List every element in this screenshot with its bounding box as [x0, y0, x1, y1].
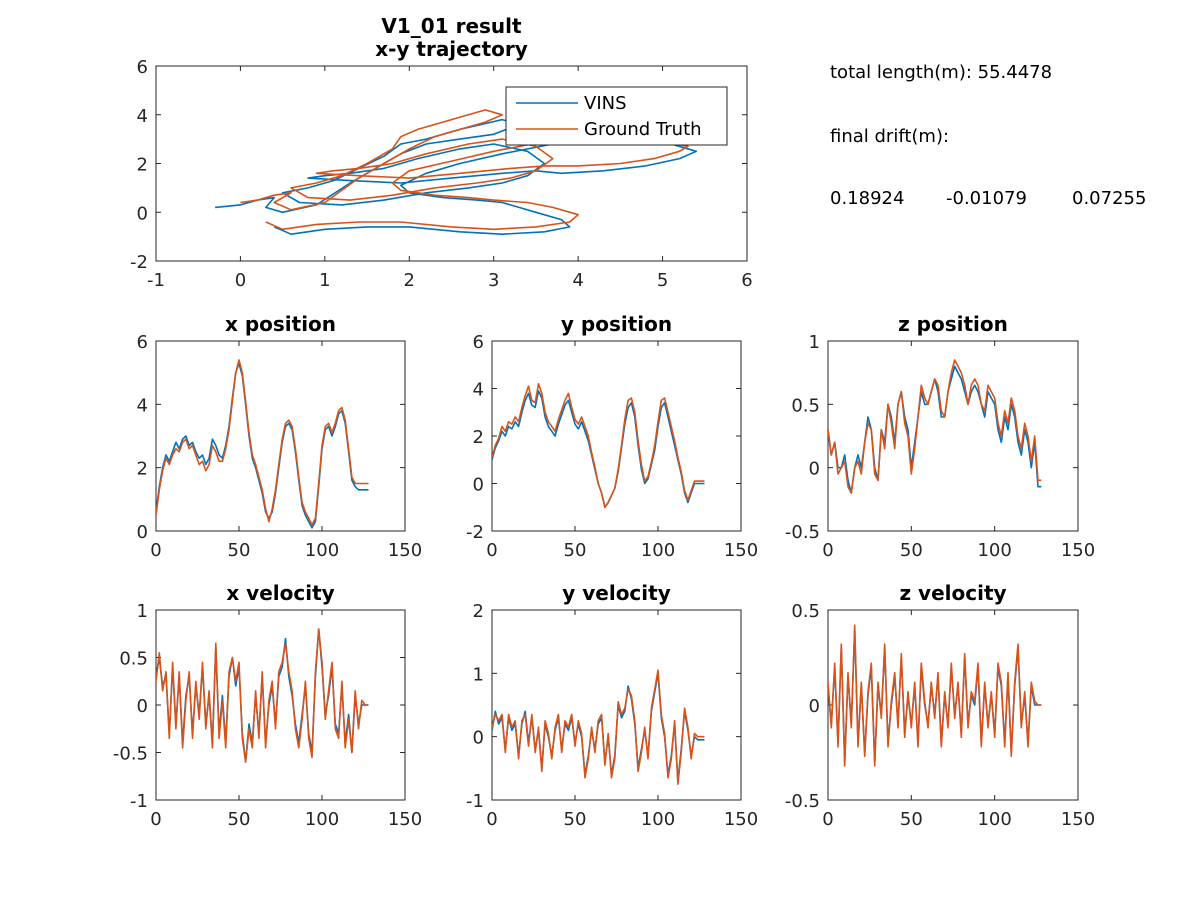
yvel-xtick-label: 100	[641, 809, 675, 830]
zpos-series-ground-truth	[828, 359, 1042, 494]
zpos-xtick-label: 150	[1061, 540, 1095, 561]
traj-xtick-label: 1	[319, 270, 330, 291]
traj-xtick-label: 2	[404, 270, 415, 291]
traj-xtick-label: 0	[235, 270, 246, 291]
drift-y-value: -0.01079	[946, 188, 1027, 209]
xpos-xtick-label: 100	[305, 540, 339, 561]
zpos-axes: 0 50 100 150-0.500.51z position	[785, 312, 1095, 561]
traj-ytick-label: 2	[137, 155, 148, 176]
xpos-title-line-1: x position	[225, 312, 336, 336]
ypos-xtick-label: 50	[564, 540, 587, 561]
yvel-series-ground-truth	[492, 669, 705, 786]
xvel-xtick-label: 150	[388, 809, 422, 830]
drift-z-value: 0.07255	[1072, 188, 1147, 209]
zpos-xtick-label: 0	[822, 540, 833, 561]
zvel-axes: 0 50 100 150-0.500.5z velocity	[785, 581, 1095, 830]
yvel-xtick-label: 150	[724, 809, 758, 830]
traj-xtick-label: 6	[741, 270, 752, 291]
zpos-ytick-label: 0	[809, 459, 820, 480]
xvel-axes: 0 50 100 150 -1 -0.5 0 0.5 1 x velocity	[113, 581, 422, 830]
traj-ytick-label: 0	[137, 203, 148, 224]
xpos-series-ground-truth	[156, 359, 369, 526]
traj-xtick-label: 5	[657, 270, 668, 291]
ypos-ytick-label: 0	[473, 475, 484, 496]
traj-ytick-label: 6	[137, 57, 148, 78]
xpos-ytick-label: 2	[137, 459, 148, 480]
ypos-plot-box	[491, 340, 742, 532]
zvel-series-ground-truth	[828, 624, 1042, 767]
traj-xtick-label: 4	[572, 270, 583, 291]
traj-legend: VINS Ground Truth	[505, 86, 728, 146]
xvel-ytick-label: 0.5	[119, 649, 148, 670]
xvel-ytick-label: -1	[130, 791, 148, 812]
xvel-ytick-label: -0.5	[113, 744, 148, 765]
legend-label-vins: VINS	[584, 93, 627, 114]
ypos-xtick-label: 150	[724, 540, 758, 561]
xvel-xtick-label: 50	[228, 809, 251, 830]
xvel-title-line-1: x velocity	[226, 581, 334, 605]
zvel-xtick-label: 150	[1061, 809, 1095, 830]
traj-title-line-2: x-y trajectory	[375, 37, 528, 61]
yvel-title-line-1: y velocity	[562, 581, 671, 605]
yvel-ytick-label: 0	[473, 728, 484, 749]
xpos-plot-box	[155, 340, 406, 532]
traj-xtick-label: 3	[488, 270, 499, 291]
zvel-ytick-label: 0	[809, 696, 820, 717]
traj-xtick-label: -1	[147, 270, 165, 291]
final-drift-label: final drift(m):	[830, 126, 950, 147]
yvel-xtick-label: 50	[564, 809, 587, 830]
zpos-xtick-label: 50	[900, 540, 923, 561]
xpos-axes: 0 50 100 150 0 2 4 6 x position	[137, 312, 423, 561]
traj-title-line-1: V1_01 result	[381, 14, 522, 38]
zpos-ytick-label: -0.5	[785, 522, 820, 543]
zvel-xtick-label: 50	[900, 809, 923, 830]
zpos-ytick-label: 1	[809, 332, 820, 353]
ypos-ytick-label: 4	[473, 380, 484, 401]
traj-ytick-label: 4	[137, 106, 148, 127]
ypos-title-line-1: y position	[561, 312, 672, 336]
ypos-xtick-label: 100	[641, 540, 675, 561]
zvel-ytick-label: -0.5	[785, 791, 820, 812]
yvel-plot-box	[491, 609, 742, 801]
ypos-ytick-label: 2	[473, 427, 484, 448]
xvel-ytick-label: 0	[137, 696, 148, 717]
zvel-ytick-label: 0.5	[791, 601, 820, 622]
xpos-xtick-label: 150	[388, 540, 422, 561]
xpos-xtick-label: 50	[228, 540, 251, 561]
xpos-ytick-label: 0	[137, 522, 148, 543]
zvel-title-line-1: z velocity	[899, 581, 1006, 605]
drift-x-value: 0.18924	[830, 188, 905, 209]
traj-ytick-label: -2	[130, 252, 148, 273]
ypos-xtick-label: 0	[486, 540, 497, 561]
ypos-ytick-label: -2	[466, 522, 484, 543]
yvel-ytick-label: 2	[473, 601, 484, 622]
xpos-xtick-label: 0	[150, 540, 161, 561]
ypos-series-ground-truth	[492, 382, 705, 509]
xvel-xtick-label: 100	[305, 809, 339, 830]
legend-label-ground-truth: Ground Truth	[584, 119, 702, 140]
yvel-ytick-label: 1	[473, 664, 484, 685]
xvel-xtick-label: 0	[150, 809, 161, 830]
legend-box	[505, 86, 728, 146]
total-length-text: total length(m): 55.4478	[830, 62, 1053, 83]
ypos-ytick-label: 6	[473, 332, 484, 353]
zvel-xtick-label: 100	[977, 809, 1011, 830]
traj-series-ground-truth	[240, 109, 689, 231]
zpos-xtick-label: 100	[977, 540, 1011, 561]
zpos-title-line-1: z position	[898, 312, 1008, 336]
traj-series-vins	[215, 118, 698, 235]
xpos-ytick-label: 4	[137, 395, 148, 416]
yvel-ytick-label: -1	[466, 791, 484, 812]
xvel-series-ground-truth	[156, 628, 369, 763]
zvel-xtick-label: 0	[822, 809, 833, 830]
xvel-ytick-label: 1	[137, 601, 148, 622]
xpos-ytick-label: 6	[137, 332, 148, 353]
yvel-xtick-label: 0	[486, 809, 497, 830]
zpos-ytick-label: 0.5	[791, 395, 820, 416]
